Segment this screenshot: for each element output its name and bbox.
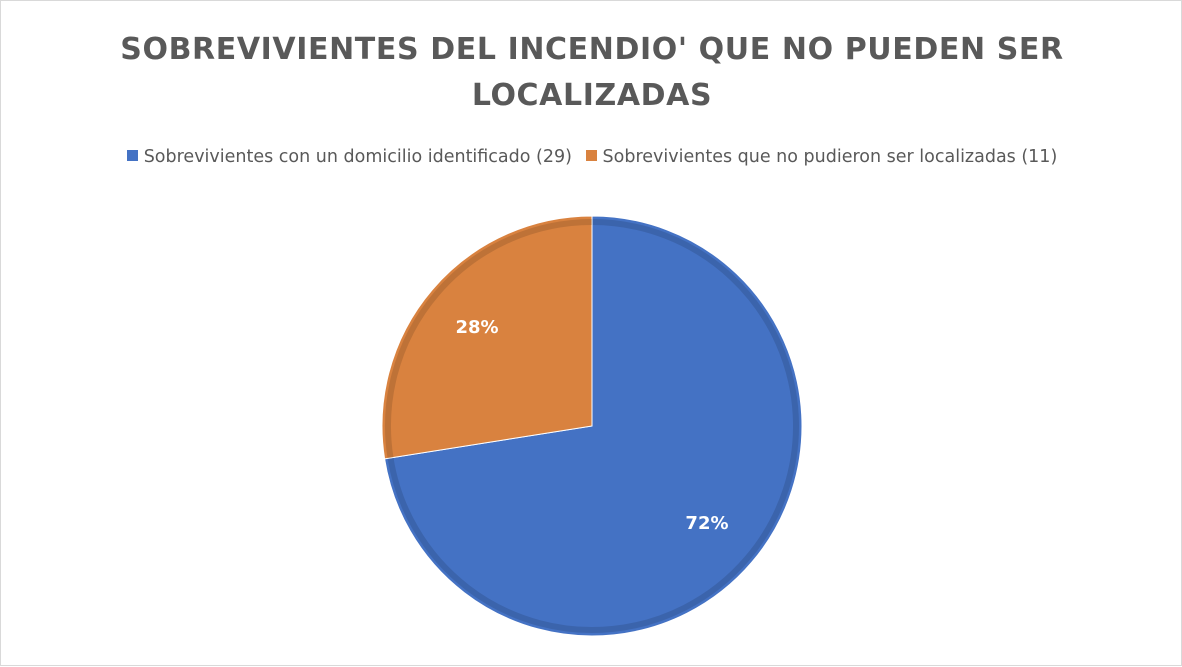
legend-label-not-located: Sobrevivientes que no pudieron ser local… [602,147,1058,167]
legend-swatch-not-located [585,150,597,161]
legend-swatch-identified [126,150,138,161]
legend-item-not-located: Sobrevivientes que no pudieron ser local… [585,144,1058,170]
pie-slice-not-located [381,215,593,460]
legend-item-identified: Sobrevivientes con un domicilio identifi… [126,144,572,170]
pie-slice-rim-identified [387,219,799,633]
data-label-identified: 72% [685,513,728,534]
legend: Sobrevivientes con un domicilio identifi… [1,144,1182,170]
data-label-not-located: 28% [455,317,498,338]
pie-slice-rim-not-located [385,219,593,459]
legend-label-identified: Sobrevivientes con un domicilio identifi… [143,147,572,167]
chart-title: SOBREVIVIENTES DEL INCENDIO' QUE NO PUED… [120,32,1064,113]
pie-slice-identified [384,215,803,637]
